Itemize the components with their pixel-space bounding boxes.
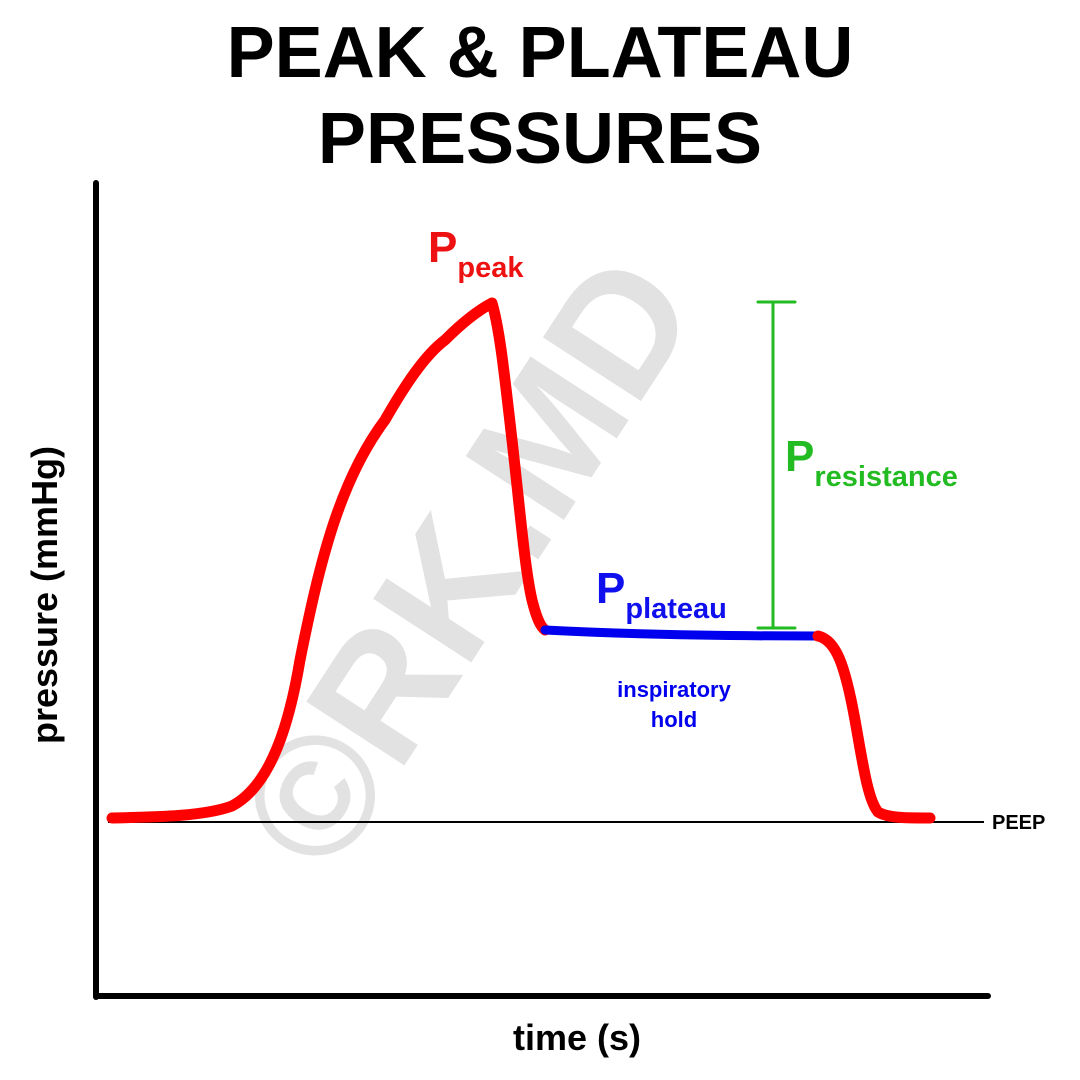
resistance-bracket bbox=[756, 300, 797, 630]
x-axis-label: time (s) bbox=[513, 1017, 641, 1058]
p-resistance-main: P bbox=[785, 432, 814, 481]
p-plateau-label: Pplateau bbox=[596, 564, 727, 625]
p-resistance-sub: resistance bbox=[814, 461, 958, 493]
p-plateau-main: P bbox=[596, 564, 625, 613]
peep-label: PEEP bbox=[992, 812, 1045, 834]
inspiratory-hold-line-2: hold bbox=[651, 707, 697, 732]
plateau-segment bbox=[540, 625, 823, 641]
title-line-2: PRESSURES bbox=[317, 99, 763, 179]
diagram-title: PEAK & PLATEAU PRESSURES bbox=[0, 10, 1080, 182]
inspiratory-hold-line-1: inspiratory bbox=[617, 677, 731, 702]
p-peak-label: Ppeak bbox=[428, 223, 524, 284]
p-plateau-sub: plateau bbox=[625, 593, 727, 625]
y-axis-label: pressure (mmHg) bbox=[24, 446, 65, 744]
p-peak-main: P bbox=[428, 223, 457, 272]
waveform-fall-segment bbox=[812, 630, 936, 824]
p-peak-sub: peak bbox=[457, 252, 524, 284]
p-resistance-label: Presistance bbox=[785, 432, 958, 493]
title-line-1: PEAK & PLATEAU bbox=[226, 13, 854, 93]
waveform-rise-segment bbox=[106, 297, 551, 824]
